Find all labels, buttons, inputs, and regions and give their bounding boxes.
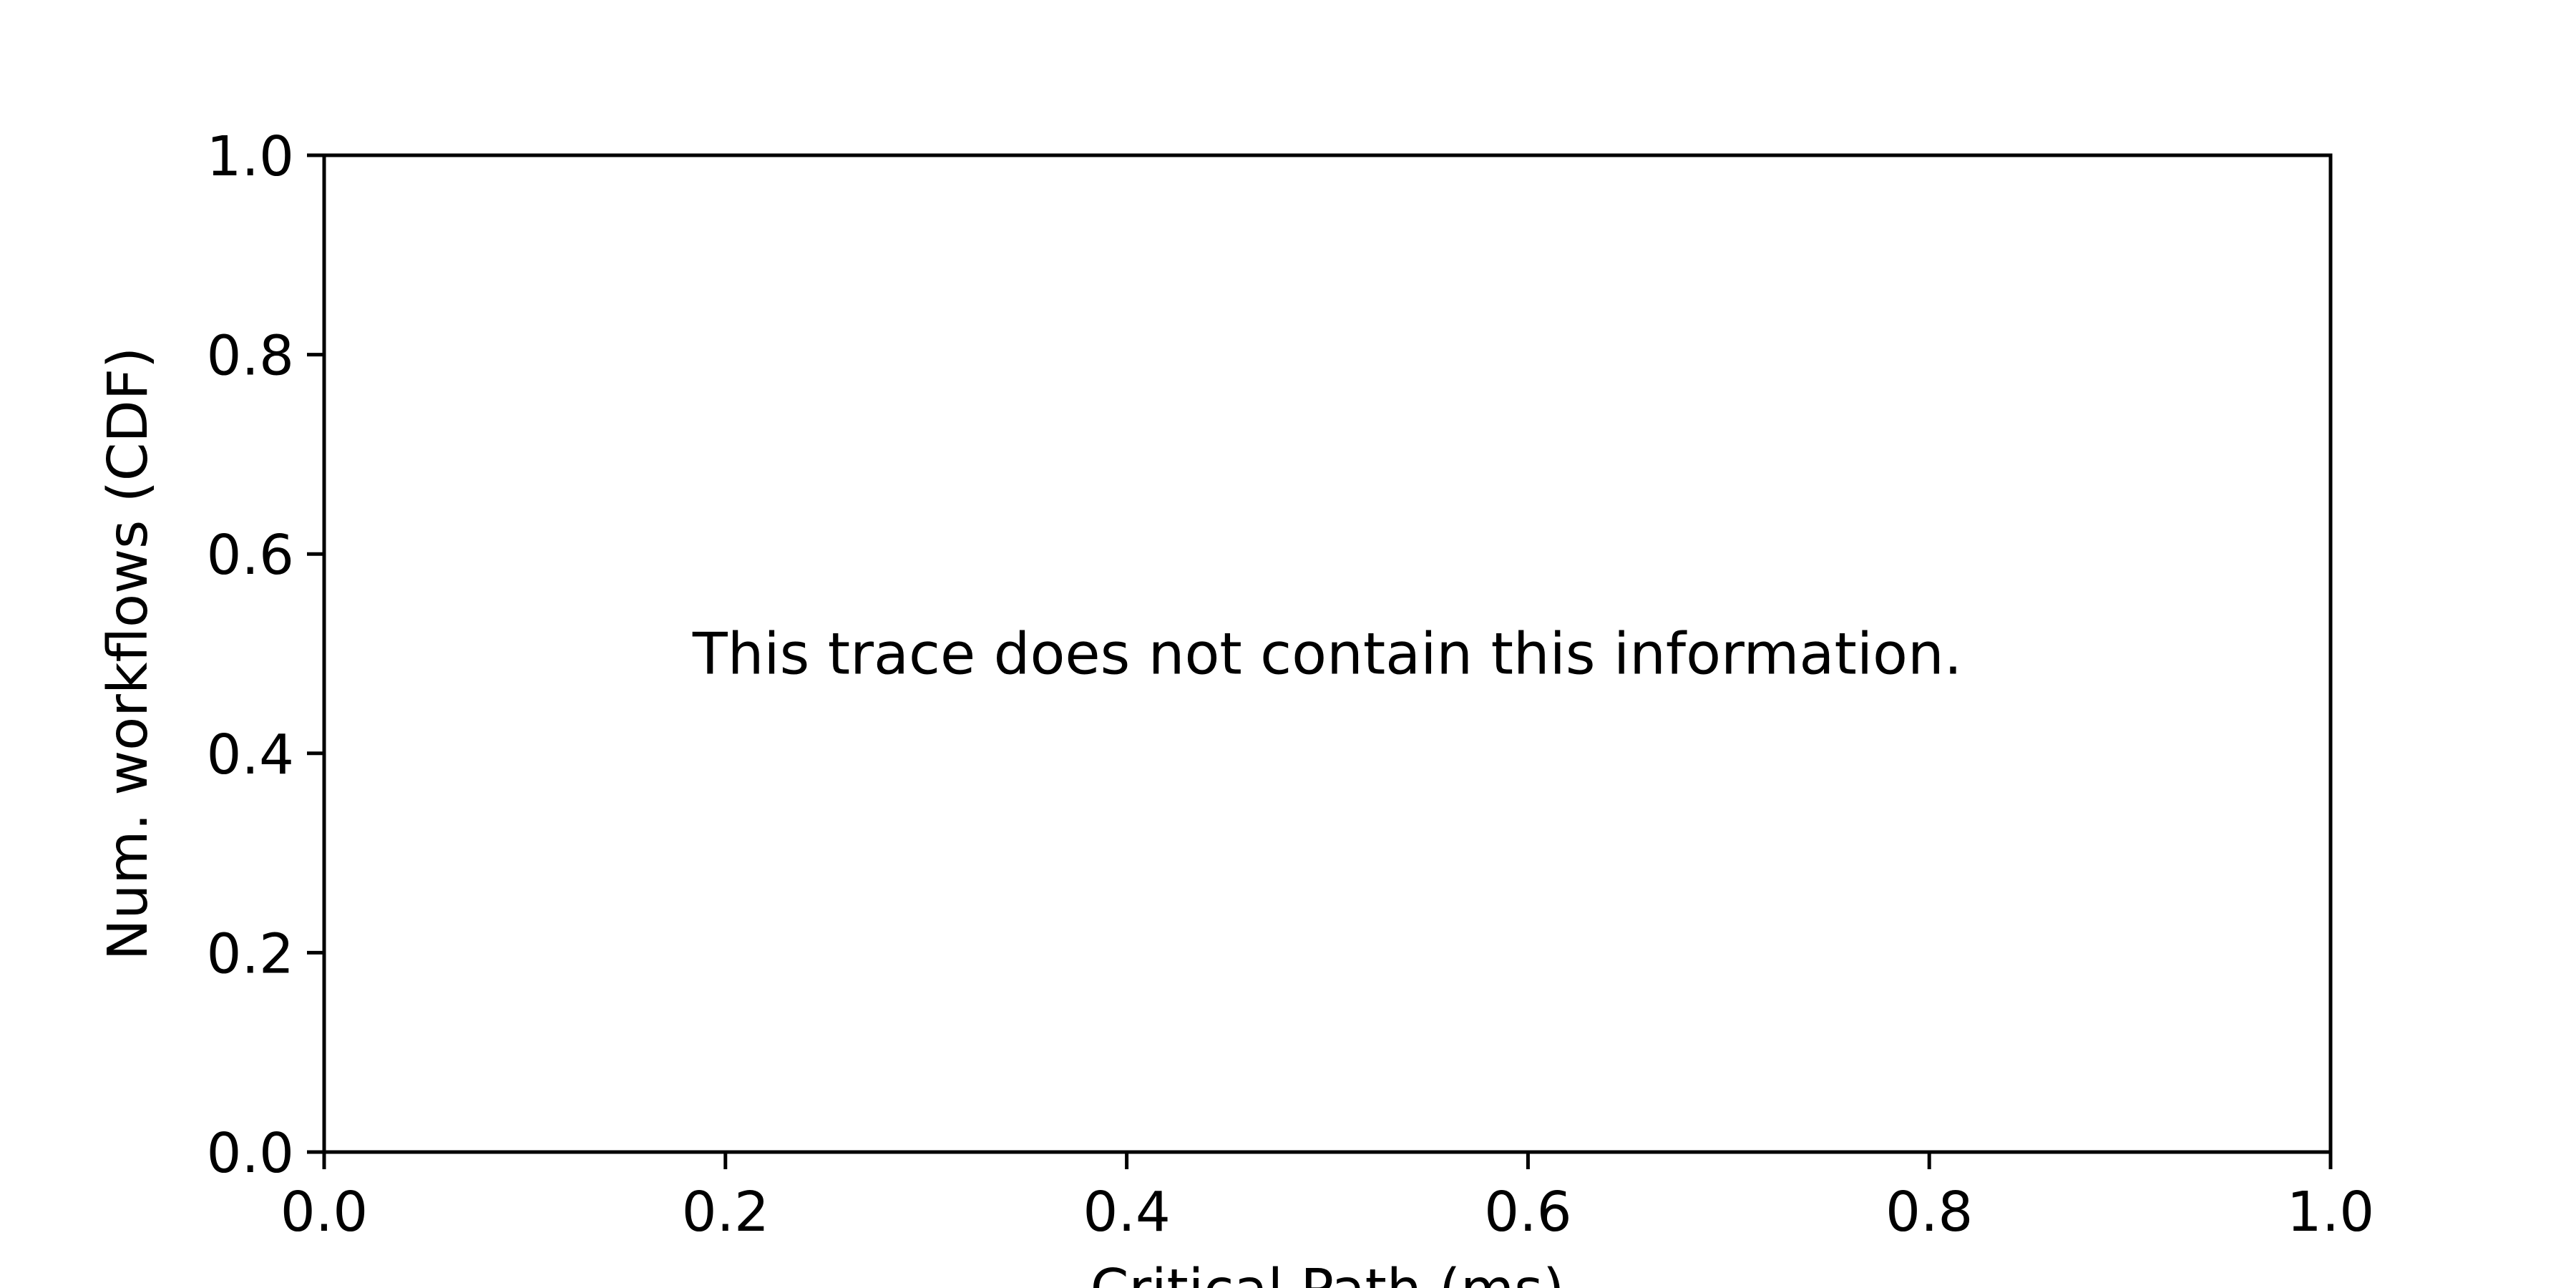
x-tick-label: 0.2	[682, 1181, 769, 1244]
y-tick-label: 0.8	[207, 325, 294, 389]
no-data-annotation: This trace does not contain this informa…	[692, 621, 1962, 688]
x-tick-label: 0.4	[1083, 1181, 1170, 1244]
x-axis-ticks: 0.0 0.2 0.4 0.6 0.8 1.0	[280, 1152, 2374, 1244]
y-tick-label: 1.0	[207, 125, 294, 189]
y-axis-label: Num. workflows (CDF)	[97, 347, 160, 960]
y-tick-label: 0.0	[207, 1122, 294, 1186]
x-axis-label: Critical Path (ms)	[1091, 1258, 1565, 1288]
x-tick-label: 0.8	[1885, 1181, 1973, 1244]
y-tick-label: 0.6	[207, 524, 294, 587]
x-tick-label: 0.6	[1484, 1181, 1571, 1244]
y-tick-label: 0.2	[207, 922, 294, 986]
x-tick-label: 0.0	[280, 1181, 368, 1244]
x-tick-label: 1.0	[2287, 1181, 2374, 1244]
y-axis-ticks: 0.0 0.2 0.4 0.6 0.8 1.0	[207, 125, 324, 1186]
plot-frame	[322, 153, 2333, 1154]
y-tick-label: 0.4	[207, 723, 294, 787]
